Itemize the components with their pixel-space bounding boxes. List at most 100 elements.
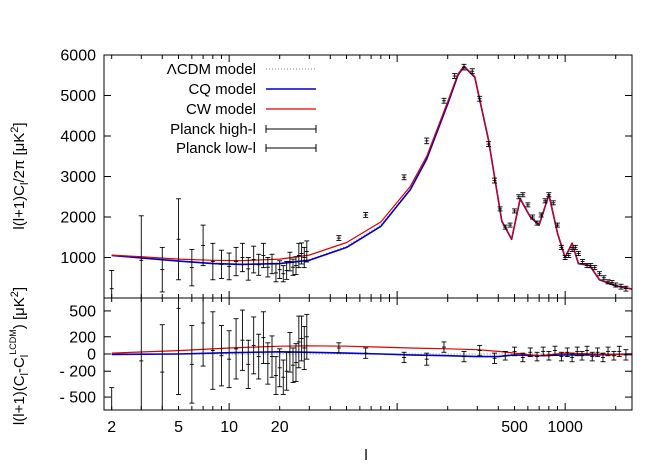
series-spectrum-1 bbox=[111, 65, 632, 290]
xtick-label-3: 20 bbox=[271, 419, 289, 436]
point-spectrum-3-12 bbox=[251, 245, 257, 274]
errorbars-residuals-4 bbox=[336, 341, 629, 366]
point-spectrum-3-27 bbox=[304, 240, 310, 263]
point-residuals-4-11 bbox=[527, 347, 533, 358]
point-residuals-3-16 bbox=[269, 335, 275, 378]
point-residuals-4-27 bbox=[616, 345, 622, 358]
point-spectrum-3-19 bbox=[280, 265, 286, 283]
point-spectrum-4-27 bbox=[566, 252, 572, 258]
point-residuals-4-25 bbox=[605, 346, 611, 357]
ytick-label-spectrum-1: 2000 bbox=[60, 210, 96, 227]
series-spectrum-2 bbox=[111, 65, 632, 290]
point-spectrum-3-2 bbox=[159, 246, 165, 293]
point-spectrum-3-26 bbox=[301, 246, 307, 269]
ytick-label-spectrum-2: 3000 bbox=[60, 169, 96, 186]
point-spectrum-4-36 bbox=[601, 275, 607, 281]
point-spectrum-4-2 bbox=[401, 174, 407, 181]
point-residuals-3-4 bbox=[189, 325, 195, 404]
point-residuals-3-19 bbox=[280, 359, 286, 395]
point-spectrum-4-14 bbox=[512, 208, 518, 214]
point-spectrum-4-17 bbox=[525, 202, 531, 208]
point-spectrum-3-6 bbox=[210, 242, 216, 281]
point-spectrum-3-18 bbox=[277, 260, 283, 280]
point-spectrum-4-23 bbox=[550, 200, 556, 206]
point-spectrum-4-1 bbox=[363, 212, 369, 218]
point-residuals-4-5 bbox=[461, 350, 467, 363]
point-residuals-4-24 bbox=[600, 352, 606, 363]
point-spectrum-4-4 bbox=[441, 97, 447, 104]
point-residuals-3-1 bbox=[139, 298, 144, 410]
point-residuals-3-9 bbox=[233, 318, 239, 380]
legend-label-planck-high: Planck high-l bbox=[170, 121, 256, 138]
point-spectrum-3-10 bbox=[239, 242, 245, 273]
point-spectrum-3-13 bbox=[256, 253, 262, 276]
point-spectrum-4-8 bbox=[477, 95, 483, 102]
ytick-label-residuals-2: 0 bbox=[87, 347, 96, 364]
ytick-label-residuals-0: - 500 bbox=[60, 390, 97, 407]
point-spectrum-3-0 bbox=[109, 270, 115, 298]
point-spectrum-4-30 bbox=[575, 250, 581, 256]
point-residuals-4-8 bbox=[502, 350, 508, 361]
errorbars-spectrum-3 bbox=[109, 198, 310, 298]
x-tick-labels: 2 5 10 20 500 1000 bbox=[107, 419, 583, 436]
point-residuals-4-12 bbox=[534, 351, 540, 362]
point-residuals-3-26 bbox=[301, 325, 307, 370]
point-spectrum-4-3 bbox=[424, 137, 430, 145]
ytick-label-spectrum-3: 4000 bbox=[60, 129, 96, 146]
point-residuals-3-7 bbox=[218, 325, 224, 387]
point-residuals-3-15 bbox=[265, 342, 271, 385]
point-spectrum-4-22 bbox=[546, 192, 552, 198]
series-residuals-2 bbox=[111, 345, 632, 357]
point-residuals-4-18 bbox=[569, 352, 575, 363]
ytick-label-spectrum-0: 1000 bbox=[60, 250, 96, 267]
point-residuals-4-14 bbox=[546, 350, 552, 361]
point-spectrum-4-6 bbox=[461, 63, 467, 71]
point-residuals-4-22 bbox=[589, 351, 595, 362]
point-residuals-3-27 bbox=[304, 313, 310, 360]
point-spectrum-4-29 bbox=[572, 244, 578, 250]
ytick-label-spectrum-4: 5000 bbox=[60, 88, 96, 105]
series-residuals-1 bbox=[111, 351, 632, 358]
point-spectrum-4-9 bbox=[486, 141, 492, 147]
point-residuals-4-16 bbox=[558, 351, 564, 362]
point-residuals-3-12 bbox=[251, 316, 257, 375]
point-spectrum-4-31 bbox=[580, 259, 586, 265]
point-spectrum-3-3 bbox=[176, 198, 182, 281]
point-spectrum-4-40 bbox=[618, 283, 624, 290]
point-spectrum-4-10 bbox=[492, 177, 498, 184]
point-residuals-3-13 bbox=[256, 333, 262, 380]
legend-label-lcdm: ΛCDM model bbox=[167, 61, 256, 78]
point-spectrum-3-15 bbox=[265, 257, 271, 278]
point-spectrum-3-22 bbox=[290, 258, 296, 276]
ytick-label-residuals-3: 200 bbox=[69, 329, 96, 346]
point-residuals-4-7 bbox=[492, 352, 498, 364]
point-residuals-4-21 bbox=[584, 345, 590, 356]
legend-label-cw: CW model bbox=[186, 101, 256, 118]
point-spectrum-4-16 bbox=[520, 192, 526, 198]
point-spectrum-4-5 bbox=[452, 73, 458, 79]
point-residuals-3-5 bbox=[200, 298, 206, 367]
errorbars-residuals-3 bbox=[109, 298, 310, 410]
panel-spectrum-marks bbox=[109, 63, 632, 298]
x-axis-title: l bbox=[364, 447, 367, 464]
point-residuals-3-17 bbox=[273, 356, 279, 395]
point-residuals-4-17 bbox=[564, 347, 570, 358]
point-residuals-4-10 bbox=[520, 352, 526, 363]
point-spectrum-4-24 bbox=[554, 222, 560, 228]
ytick-label-residuals-1: - 200 bbox=[60, 364, 97, 381]
point-residuals-3-18 bbox=[277, 348, 283, 388]
point-spectrum-4-33 bbox=[588, 263, 594, 269]
point-residuals-4-23 bbox=[595, 347, 601, 358]
point-residuals-4-0 bbox=[336, 342, 342, 354]
xtick-label-4: 500 bbox=[501, 419, 528, 436]
point-spectrum-4-20 bbox=[538, 212, 544, 218]
point-residuals-3-3 bbox=[176, 298, 182, 395]
xtick-label-0: 2 bbox=[107, 419, 116, 436]
point-spectrum-3-4 bbox=[189, 248, 195, 287]
point-residuals-4-19 bbox=[574, 346, 580, 357]
point-spectrum-3-7 bbox=[218, 249, 224, 280]
point-residuals-3-23 bbox=[293, 343, 299, 383]
point-spectrum-4-39 bbox=[613, 282, 619, 288]
